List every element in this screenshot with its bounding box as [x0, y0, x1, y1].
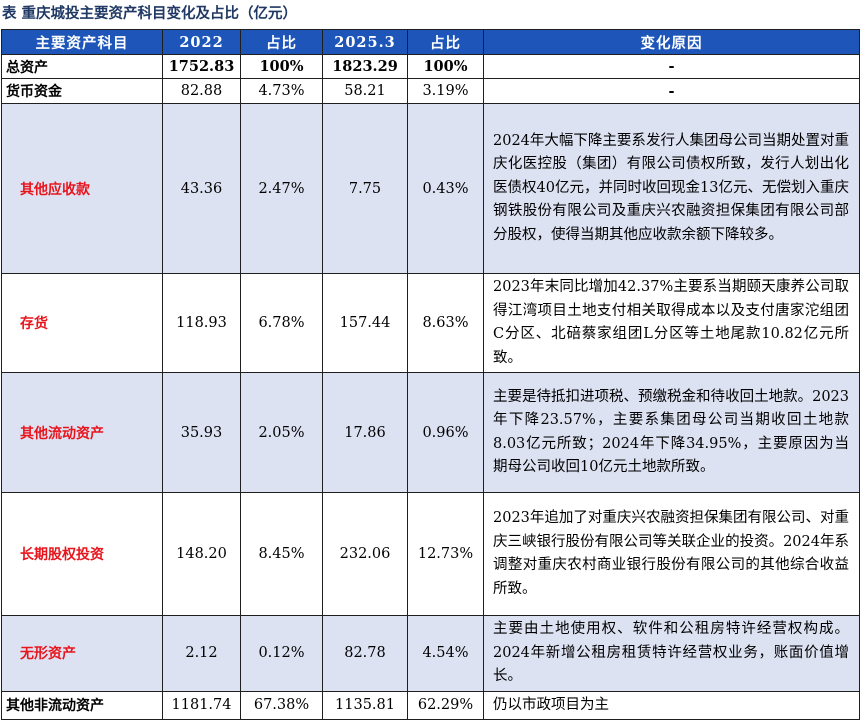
table-row: 其他流动资产 35.93 2.05% 17.86 0.96% 主要是待抵扣进项税… [1, 372, 860, 493]
share-2022: 6.78% [240, 273, 323, 373]
value-2022: 118.93 [162, 273, 241, 373]
share-2025: 0.43% [407, 103, 484, 274]
table-row: 存货 118.93 6.78% 157.44 8.63% 2023年末同比增加4… [1, 273, 860, 373]
table-row: 其他应收款 43.36 2.47% 7.75 0.43% 2024年大幅下降主要… [1, 103, 860, 274]
table-row: 无形资产 2.12 0.12% 82.78 4.54% 主要由土地使用权、软件和… [1, 615, 860, 692]
share-2022: 8.45% [240, 492, 323, 616]
header-row: 主要资产科目 2022 占比 2025.3 占比 变化原因 [1, 29, 860, 55]
value-2025: 58.21 [322, 78, 408, 104]
value-2022: 148.20 [162, 492, 241, 616]
col-header-2022: 2022 [162, 29, 241, 55]
reason: 2023年末同比增加42.37%主要系当期颐天康养公司取得江湾项目土地支付相关取… [483, 273, 860, 373]
row-label: 无形资产 [1, 615, 163, 692]
row-label: 货币资金 [1, 78, 163, 104]
row-label: 其他非流动资产 [1, 690, 163, 720]
value-2025: 232.06 [322, 492, 408, 616]
row-label: 存货 [1, 273, 163, 373]
share-2025: 62.29% [407, 690, 484, 720]
value-2025: 17.86 [322, 372, 408, 493]
share-2025: 100% [407, 54, 484, 79]
share-2025: 0.96% [407, 372, 484, 493]
value-2025: 157.44 [322, 273, 408, 373]
value-2022: 1752.83 [162, 54, 241, 79]
share-2022: 67.38% [240, 690, 323, 720]
row-label: 长期股权投资 [1, 492, 163, 616]
row-label: 其他流动资产 [1, 372, 163, 493]
reason: 2024年大幅下降主要系发行人集团母公司当期处置对重庆化医控股（集团）有限公司债… [483, 103, 860, 274]
share-2022: 100% [240, 54, 323, 79]
table-row: 长期股权投资 148.20 8.45% 232.06 12.73% 2023年追… [1, 492, 860, 616]
col-header-share-2022: 占比 [240, 29, 323, 55]
col-header-2025: 2025.3 [322, 29, 408, 55]
row-label: 总资产 [1, 54, 163, 79]
value-2025: 1135.81 [322, 690, 408, 720]
value-2025: 1823.29 [322, 54, 408, 79]
share-2025: 3.19% [407, 78, 484, 104]
table-row: 总资产 1752.83 100% 1823.29 100% - [1, 54, 860, 79]
value-2022: 82.88 [162, 78, 241, 104]
value-2022: 35.93 [162, 372, 241, 493]
value-2025: 7.75 [322, 103, 408, 274]
reason: 2023年追加了对重庆兴农融资担保集团有限公司、对重庆三峡银行股份有限公司等关联… [483, 492, 860, 616]
value-2022: 2.12 [162, 615, 241, 692]
col-header-item: 主要资产科目 [1, 29, 163, 55]
share-2022: 4.73% [240, 78, 323, 104]
share-2025: 4.54% [407, 615, 484, 692]
reason: - [483, 54, 860, 79]
reason: 主要是待抵扣进项税、预缴税金和待收回土地款。2023年下降23.57%，主要系集… [483, 372, 860, 493]
col-header-reason: 变化原因 [483, 29, 860, 55]
share-2025: 12.73% [407, 492, 484, 616]
reason: 主要由土地使用权、软件和公租房特许经营权构成。2024年新增公租房租赁特许经营权… [483, 615, 860, 692]
value-2022: 1181.74 [162, 690, 241, 720]
table-row: 货币资金 82.88 4.73% 58.21 3.19% - [1, 78, 860, 104]
value-2025: 82.78 [322, 615, 408, 692]
table-row: 其他非流动资产 1181.74 67.38% 1135.81 62.29% 仍以… [1, 690, 860, 720]
value-2022: 43.36 [162, 103, 241, 274]
table-title: 表 重庆城投主要资产科目变化及占比（亿元） [2, 6, 298, 22]
asset-table: 主要资产科目 2022 占比 2025.3 占比 变化原因 总资产 1752.8… [1, 29, 860, 720]
row-label: 其他应收款 [1, 103, 163, 274]
share-2025: 8.63% [407, 273, 484, 373]
col-header-share-2025: 占比 [407, 29, 484, 55]
share-2022: 2.05% [240, 372, 323, 493]
reason: 仍以市政项目为主 [483, 690, 860, 720]
reason: - [483, 78, 860, 104]
share-2022: 2.47% [240, 103, 323, 274]
share-2022: 0.12% [240, 615, 323, 692]
